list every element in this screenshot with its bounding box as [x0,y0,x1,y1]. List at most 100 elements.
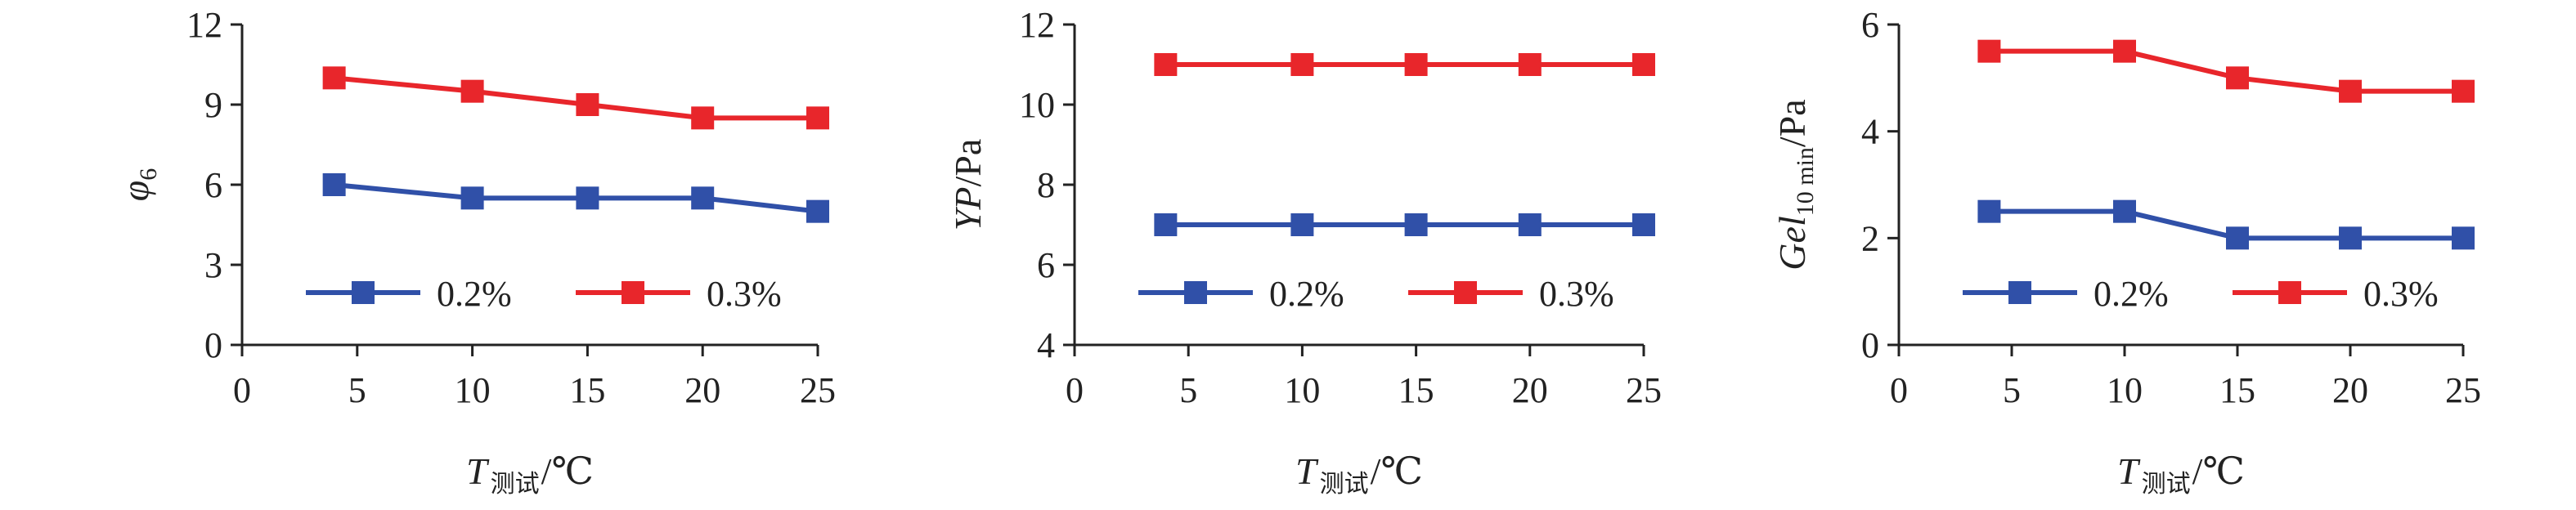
data-point [1632,213,1655,236]
y-axis-label-part: φ [114,181,156,201]
y-tick-label: 9 [204,85,222,125]
x-tick-label: 5 [2003,370,2021,410]
y-axis-label-part: 10 min [1792,147,1819,216]
x-axis-label-unit: /℃ [2192,450,2245,492]
x-axis-label-symbol: T [1295,450,1319,492]
x-axis-label: T 测试/℃ [1295,450,1423,499]
data-point [322,173,346,196]
x-axis-label-subscript: 测试 [1320,470,1369,499]
x-axis-label-subscript: 测试 [2142,470,2191,499]
legend-label-2: 0.3% [2363,274,2439,314]
legend-marker-1 [352,281,375,304]
data-point [460,79,484,103]
data-point [1977,39,2001,63]
legend-label-1: 0.2% [437,274,512,314]
x-axis-label-symbol: T [2117,450,2141,492]
y-tick-label: 6 [1037,245,1055,285]
data-point [2113,39,2136,63]
y-tick-label: 6 [1861,5,1879,45]
x-tick-label: 25 [800,370,836,410]
legend-label-2: 0.3% [707,274,782,314]
data-point [1977,199,2001,223]
data-point [460,186,484,210]
y-tick-label: 4 [1037,325,1055,365]
data-point [2339,79,2362,103]
data-point [2452,226,2475,250]
x-axis-label: T 测试/℃ [2117,450,2245,499]
chart-panel-3: 0 2 4 6 0 5 10 15 20 25 T 测试/℃ Gel10 min/Pa 0.2% 0.3% [1771,5,2481,499]
data-point [691,106,715,130]
legend-label-1: 0.2% [1269,274,1344,314]
data-point [1290,213,1314,236]
data-point [1154,213,1178,236]
data-point [806,199,829,223]
x-tick-label: 10 [2107,370,2143,410]
y-axis-label: Gel10 min/Pa [1771,99,1819,270]
legend-marker-2 [622,281,644,304]
data-point [2452,79,2475,103]
data-point [576,186,599,210]
y-axis-label-part: YP [947,187,989,231]
x-tick-label: 25 [1626,370,1662,410]
legend-label-2: 0.3% [1539,274,1614,314]
y-tick-label: 4 [1861,112,1879,152]
data-point [1154,53,1178,76]
data-point [1518,53,1542,76]
x-axis-label-symbol: T [466,450,490,492]
y-tick-label: 12 [1019,5,1055,45]
data-point [1404,53,1428,76]
data-point [2113,199,2136,223]
data-point [1518,213,1542,236]
y-tick-label: 8 [1037,165,1055,205]
x-tick-label: 10 [1284,370,1320,410]
y-axis-label: φ6 [114,168,162,201]
data-point [691,186,715,210]
series-line-2 [334,75,818,121]
chart-panel-2: 4 6 8 10 12 0 5 10 15 20 25 T 测试/℃ YP/Pa 0.2% 0.3% [947,5,1662,499]
y-axis-label-part: /Pa [1771,99,1813,147]
data-point [322,66,346,90]
data-point [2226,66,2249,90]
x-tick-label: 10 [455,370,491,410]
y-tick-label: 10 [1019,85,1055,125]
y-tick-label: 6 [204,165,222,205]
legend-marker-2 [1454,281,1477,304]
data-point [2226,226,2249,250]
data-point [1290,53,1314,76]
x-axis-label: T 测试/℃ [466,450,594,499]
x-tick-label: 20 [2332,370,2368,410]
data-point [576,93,599,116]
x-tick-label: 5 [1179,370,1197,410]
data-point [1404,213,1428,236]
x-axis-label-unit: /℃ [541,450,594,492]
series-line-1 [334,182,819,214]
y-axis-label-part: Gel [1771,216,1813,270]
x-tick-label: 25 [2445,370,2481,410]
y-tick-label: 0 [204,325,222,365]
data-point [806,106,829,130]
y-axis-label-part: 6 [135,168,162,181]
x-tick-label: 0 [1066,370,1084,410]
y-tick-label: 12 [186,5,222,45]
y-tick-label: 0 [1861,325,1879,365]
x-axis-label-subscript: 测试 [491,470,540,499]
legend-marker-2 [2278,281,2301,304]
x-tick-label: 5 [348,370,366,410]
x-tick-label: 15 [1398,370,1434,410]
y-axis-label-part: /Pa [947,139,989,187]
legend-marker-1 [1184,281,1207,304]
x-tick-label: 0 [233,370,251,410]
data-point [2339,226,2362,250]
x-tick-label: 15 [569,370,605,410]
data-point [1632,53,1655,76]
legend-marker-1 [2008,281,2031,304]
x-tick-label: 20 [1512,370,1548,410]
y-tick-label: 3 [204,245,222,285]
x-axis-label-unit: /℃ [1371,450,1423,492]
x-tick-label: 15 [2219,370,2255,410]
y-tick-label: 2 [1861,218,1879,258]
x-tick-label: 0 [1890,370,1908,410]
